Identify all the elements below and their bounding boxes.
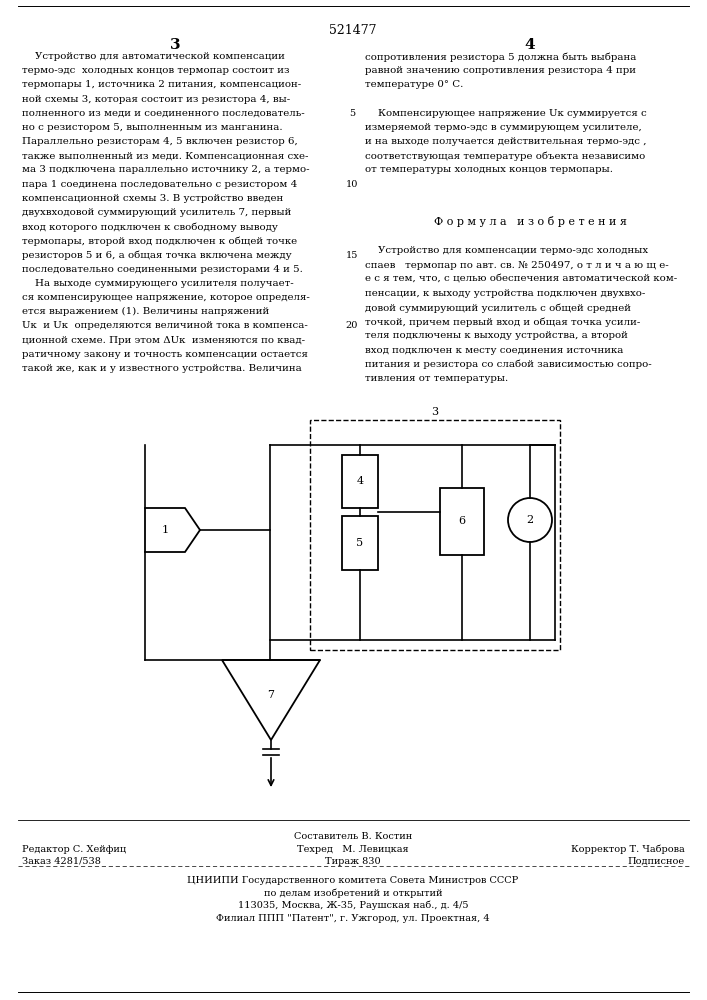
Text: 1: 1 bbox=[161, 525, 168, 535]
Text: Редактор С. Хейфиц: Редактор С. Хейфиц bbox=[22, 845, 126, 854]
Text: Ф о р м у л а   и з о б р е т е н и я: Ф о р м у л а и з о б р е т е н и я bbox=[433, 216, 626, 227]
Text: ся компенсирующее напряжение, которое определя-: ся компенсирующее напряжение, которое оп… bbox=[22, 293, 310, 302]
Text: вход подключен к месту соединения источника: вход подключен к месту соединения источн… bbox=[365, 346, 624, 355]
Text: ной схемы 3, которая состоит из резистора 4, вы-: ной схемы 3, которая состоит из резистор… bbox=[22, 95, 291, 104]
Text: Заказ 4281/538: Заказ 4281/538 bbox=[22, 857, 101, 866]
Text: Uк  и Uк  определяются величиной тока в компенса-: Uк и Uк определяются величиной тока в ко… bbox=[22, 321, 308, 330]
Text: 6: 6 bbox=[458, 516, 466, 526]
Text: от температуры холодных концов термопары.: от температуры холодных концов термопары… bbox=[365, 165, 613, 174]
Text: 521477: 521477 bbox=[329, 24, 377, 37]
Text: 113035, Москва, Ж-35, Раушская наб., д. 4/5: 113035, Москва, Ж-35, Раушская наб., д. … bbox=[238, 901, 468, 910]
Text: последовательно соединенными резисторами 4 и 5.: последовательно соединенными резисторами… bbox=[22, 265, 303, 274]
Text: также выполненный из меди. Компенсационная схе-: также выполненный из меди. Компенсационн… bbox=[22, 151, 308, 160]
Bar bbox=[342, 516, 378, 570]
Text: 4: 4 bbox=[525, 38, 535, 52]
Text: термопары 1, источника 2 питания, компенсацион-: термопары 1, источника 2 питания, компен… bbox=[22, 80, 301, 89]
Text: соответствующая температуре объекта независимо: соответствующая температуре объекта неза… bbox=[365, 151, 645, 161]
Text: полненного из меди и соединенного последователь-: полненного из меди и соединенного послед… bbox=[22, 109, 305, 118]
Text: ратичному закону и точность компенсации остается: ратичному закону и точность компенсации … bbox=[22, 350, 308, 359]
Text: тивления от температуры.: тивления от температуры. bbox=[365, 374, 508, 383]
Text: Устройство для автоматической компенсации: Устройство для автоматической компенсаци… bbox=[22, 52, 285, 61]
Text: Корректор Т. Чаброва: Корректор Т. Чаброва bbox=[571, 845, 685, 854]
Text: равной значению сопротивления резистора 4 при: равной значению сопротивления резистора … bbox=[365, 66, 636, 75]
Text: ется выражением (1). Величины напряжений: ется выражением (1). Величины напряжений bbox=[22, 307, 269, 316]
Text: пенсации, к выходу устройства подключен двухвхо-: пенсации, к выходу устройства подключен … bbox=[365, 289, 645, 298]
Text: измеряемой термо-эдс в суммирующем усилителе,: измеряемой термо-эдс в суммирующем усили… bbox=[365, 123, 642, 132]
Text: точкой, причем первый вход и общая точка усили-: точкой, причем первый вход и общая точка… bbox=[365, 317, 641, 327]
Bar bbox=[440, 488, 484, 555]
Text: 5: 5 bbox=[349, 109, 355, 118]
Text: и на выходе получается действительная термо-эдс ,: и на выходе получается действительная те… bbox=[365, 137, 646, 146]
Text: Подписное: Подписное bbox=[628, 857, 685, 866]
Text: 2: 2 bbox=[527, 515, 534, 525]
Text: Техред   М. Левицкая: Техред М. Левицкая bbox=[297, 845, 409, 854]
Text: Параллельно резисторам 4, 5 включен резистор 6,: Параллельно резисторам 4, 5 включен рези… bbox=[22, 137, 298, 146]
Text: 5: 5 bbox=[356, 538, 363, 548]
Text: спаев   термопар по авт. св. № 250497, о т л и ч а ю щ е-: спаев термопар по авт. св. № 250497, о т… bbox=[365, 261, 669, 270]
Text: теля подключены к выходу устройства, а второй: теля подключены к выходу устройства, а в… bbox=[365, 331, 628, 340]
Text: термопары, второй вход подключен к общей точке: термопары, второй вход подключен к общей… bbox=[22, 236, 297, 246]
Text: Филиал ППП "Патент", г. Ужгород, ул. Проектная, 4: Филиал ППП "Патент", г. Ужгород, ул. Про… bbox=[216, 914, 490, 923]
Circle shape bbox=[508, 498, 552, 542]
Text: резисторов 5 и 6, а общая точка включена между: резисторов 5 и 6, а общая точка включена… bbox=[22, 251, 291, 260]
Text: ционной схеме. При этом ΔUк  изменяются по квад-: ционной схеме. При этом ΔUк изменяются п… bbox=[22, 336, 305, 345]
Text: ЦНИИПИ Государственного комитета Совета Министров СССР: ЦНИИПИ Государственного комитета Совета … bbox=[187, 876, 519, 885]
Text: питания и резистора со слабой зависимостью сопро-: питания и резистора со слабой зависимост… bbox=[365, 360, 652, 369]
Text: 20: 20 bbox=[346, 321, 358, 330]
Text: На выходе суммирующего усилителя получает-: На выходе суммирующего усилителя получае… bbox=[22, 279, 293, 288]
Text: Компенсирующее напряжение Uк суммируется с: Компенсирующее напряжение Uк суммируется… bbox=[365, 109, 647, 118]
Text: температуре 0° С.: температуре 0° С. bbox=[365, 80, 463, 89]
Text: двухвходовой суммирующий усилитель 7, первый: двухвходовой суммирующий усилитель 7, пе… bbox=[22, 208, 291, 217]
Text: Тираж 830: Тираж 830 bbox=[325, 857, 381, 866]
Bar bbox=[342, 455, 378, 508]
Text: по делам изобретений и открытий: по делам изобретений и открытий bbox=[264, 889, 443, 898]
Text: ма 3 подключена параллельно источнику 2, а термо-: ма 3 подключена параллельно источнику 2,… bbox=[22, 165, 310, 174]
Text: е с я тем, что, с целью обеспечения автоматической ком-: е с я тем, что, с целью обеспечения авто… bbox=[365, 275, 677, 284]
Text: 10: 10 bbox=[346, 180, 358, 189]
Text: вход которого подключен к свободному выводу: вход которого подключен к свободному выв… bbox=[22, 222, 278, 232]
Text: сопротивления резистора 5 должна быть выбрана: сопротивления резистора 5 должна быть вы… bbox=[365, 52, 636, 62]
Text: Составитель В. Костин: Составитель В. Костин bbox=[294, 832, 412, 841]
Text: компенсационной схемы 3. В устройство введен: компенсационной схемы 3. В устройство вв… bbox=[22, 194, 284, 203]
Polygon shape bbox=[222, 660, 320, 740]
Text: термо-эдс  холодных концов термопар состоит из: термо-эдс холодных концов термопар состо… bbox=[22, 66, 289, 75]
Text: 3: 3 bbox=[431, 407, 438, 417]
Text: 3: 3 bbox=[170, 38, 180, 52]
Text: такой же, как и у известного устройства. Величина: такой же, как и у известного устройства.… bbox=[22, 364, 302, 373]
Text: довой суммирующий усилитель с общей средней: довой суммирующий усилитель с общей сред… bbox=[365, 303, 631, 313]
Text: 7: 7 bbox=[267, 690, 274, 700]
Polygon shape bbox=[145, 508, 200, 552]
Text: 4: 4 bbox=[356, 477, 363, 487]
Text: пара 1 соединена последовательно с резистором 4: пара 1 соединена последовательно с резис… bbox=[22, 180, 297, 189]
Text: 15: 15 bbox=[346, 251, 358, 260]
Text: но с резистором 5, выполненным из манганина.: но с резистором 5, выполненным из манган… bbox=[22, 123, 283, 132]
Bar bbox=[310, 420, 560, 650]
Text: Устройство для компенсации термо-эдс холодных: Устройство для компенсации термо-эдс хол… bbox=[365, 246, 648, 255]
